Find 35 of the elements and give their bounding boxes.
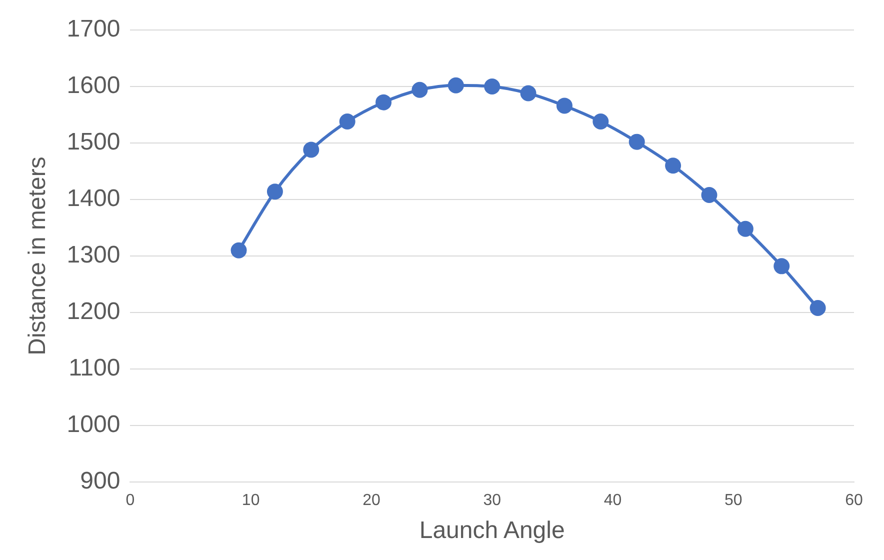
x-tick-label: 10 — [242, 492, 260, 510]
point — [774, 258, 790, 274]
point — [556, 98, 572, 114]
point — [592, 114, 609, 130]
point — [266, 184, 283, 200]
point — [810, 300, 826, 316]
x-tick-label: 60 — [845, 492, 863, 510]
y-tick-label: 1600 — [66, 72, 120, 100]
x-tick-label: 0 — [126, 492, 135, 510]
x-tick-label: 20 — [362, 492, 380, 510]
point — [628, 134, 645, 150]
point — [339, 114, 356, 130]
y-tick-label: 1400 — [66, 185, 120, 212]
point — [737, 220, 754, 237]
y-tick-label: 1100 — [68, 354, 120, 382]
x-tick-label: 30 — [483, 492, 502, 510]
y-tick-label: 1500 — [66, 128, 120, 156]
point — [412, 82, 428, 98]
x-axis-title: Launch Angle — [419, 517, 565, 544]
y-tick-label: 1700 — [66, 16, 120, 43]
point — [484, 78, 500, 94]
x-tick-label: 50 — [724, 492, 742, 510]
point — [303, 142, 320, 158]
point — [448, 77, 464, 94]
point — [665, 158, 682, 174]
point — [701, 186, 718, 203]
y-tick-label: 1300 — [66, 242, 120, 269]
point — [230, 242, 247, 258]
y-tick-label: 1200 — [66, 298, 120, 326]
y-tick-label: 900 — [80, 468, 120, 495]
y-tick-label: 1000 — [66, 411, 120, 438]
point — [376, 94, 392, 110]
x-tick-label: 40 — [604, 492, 622, 510]
y-axis-title: Distance in meters — [24, 156, 52, 356]
point — [520, 85, 536, 102]
